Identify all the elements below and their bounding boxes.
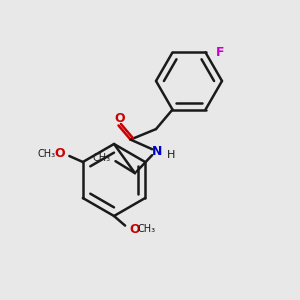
Text: O: O xyxy=(54,147,65,161)
Text: CH₃: CH₃ xyxy=(138,224,156,235)
Text: CH₃: CH₃ xyxy=(38,149,56,159)
Text: N: N xyxy=(152,145,163,158)
Text: O: O xyxy=(115,112,125,125)
Text: CH₃: CH₃ xyxy=(93,153,111,163)
Text: H: H xyxy=(167,150,175,160)
Text: F: F xyxy=(216,46,224,59)
Text: O: O xyxy=(129,223,140,236)
